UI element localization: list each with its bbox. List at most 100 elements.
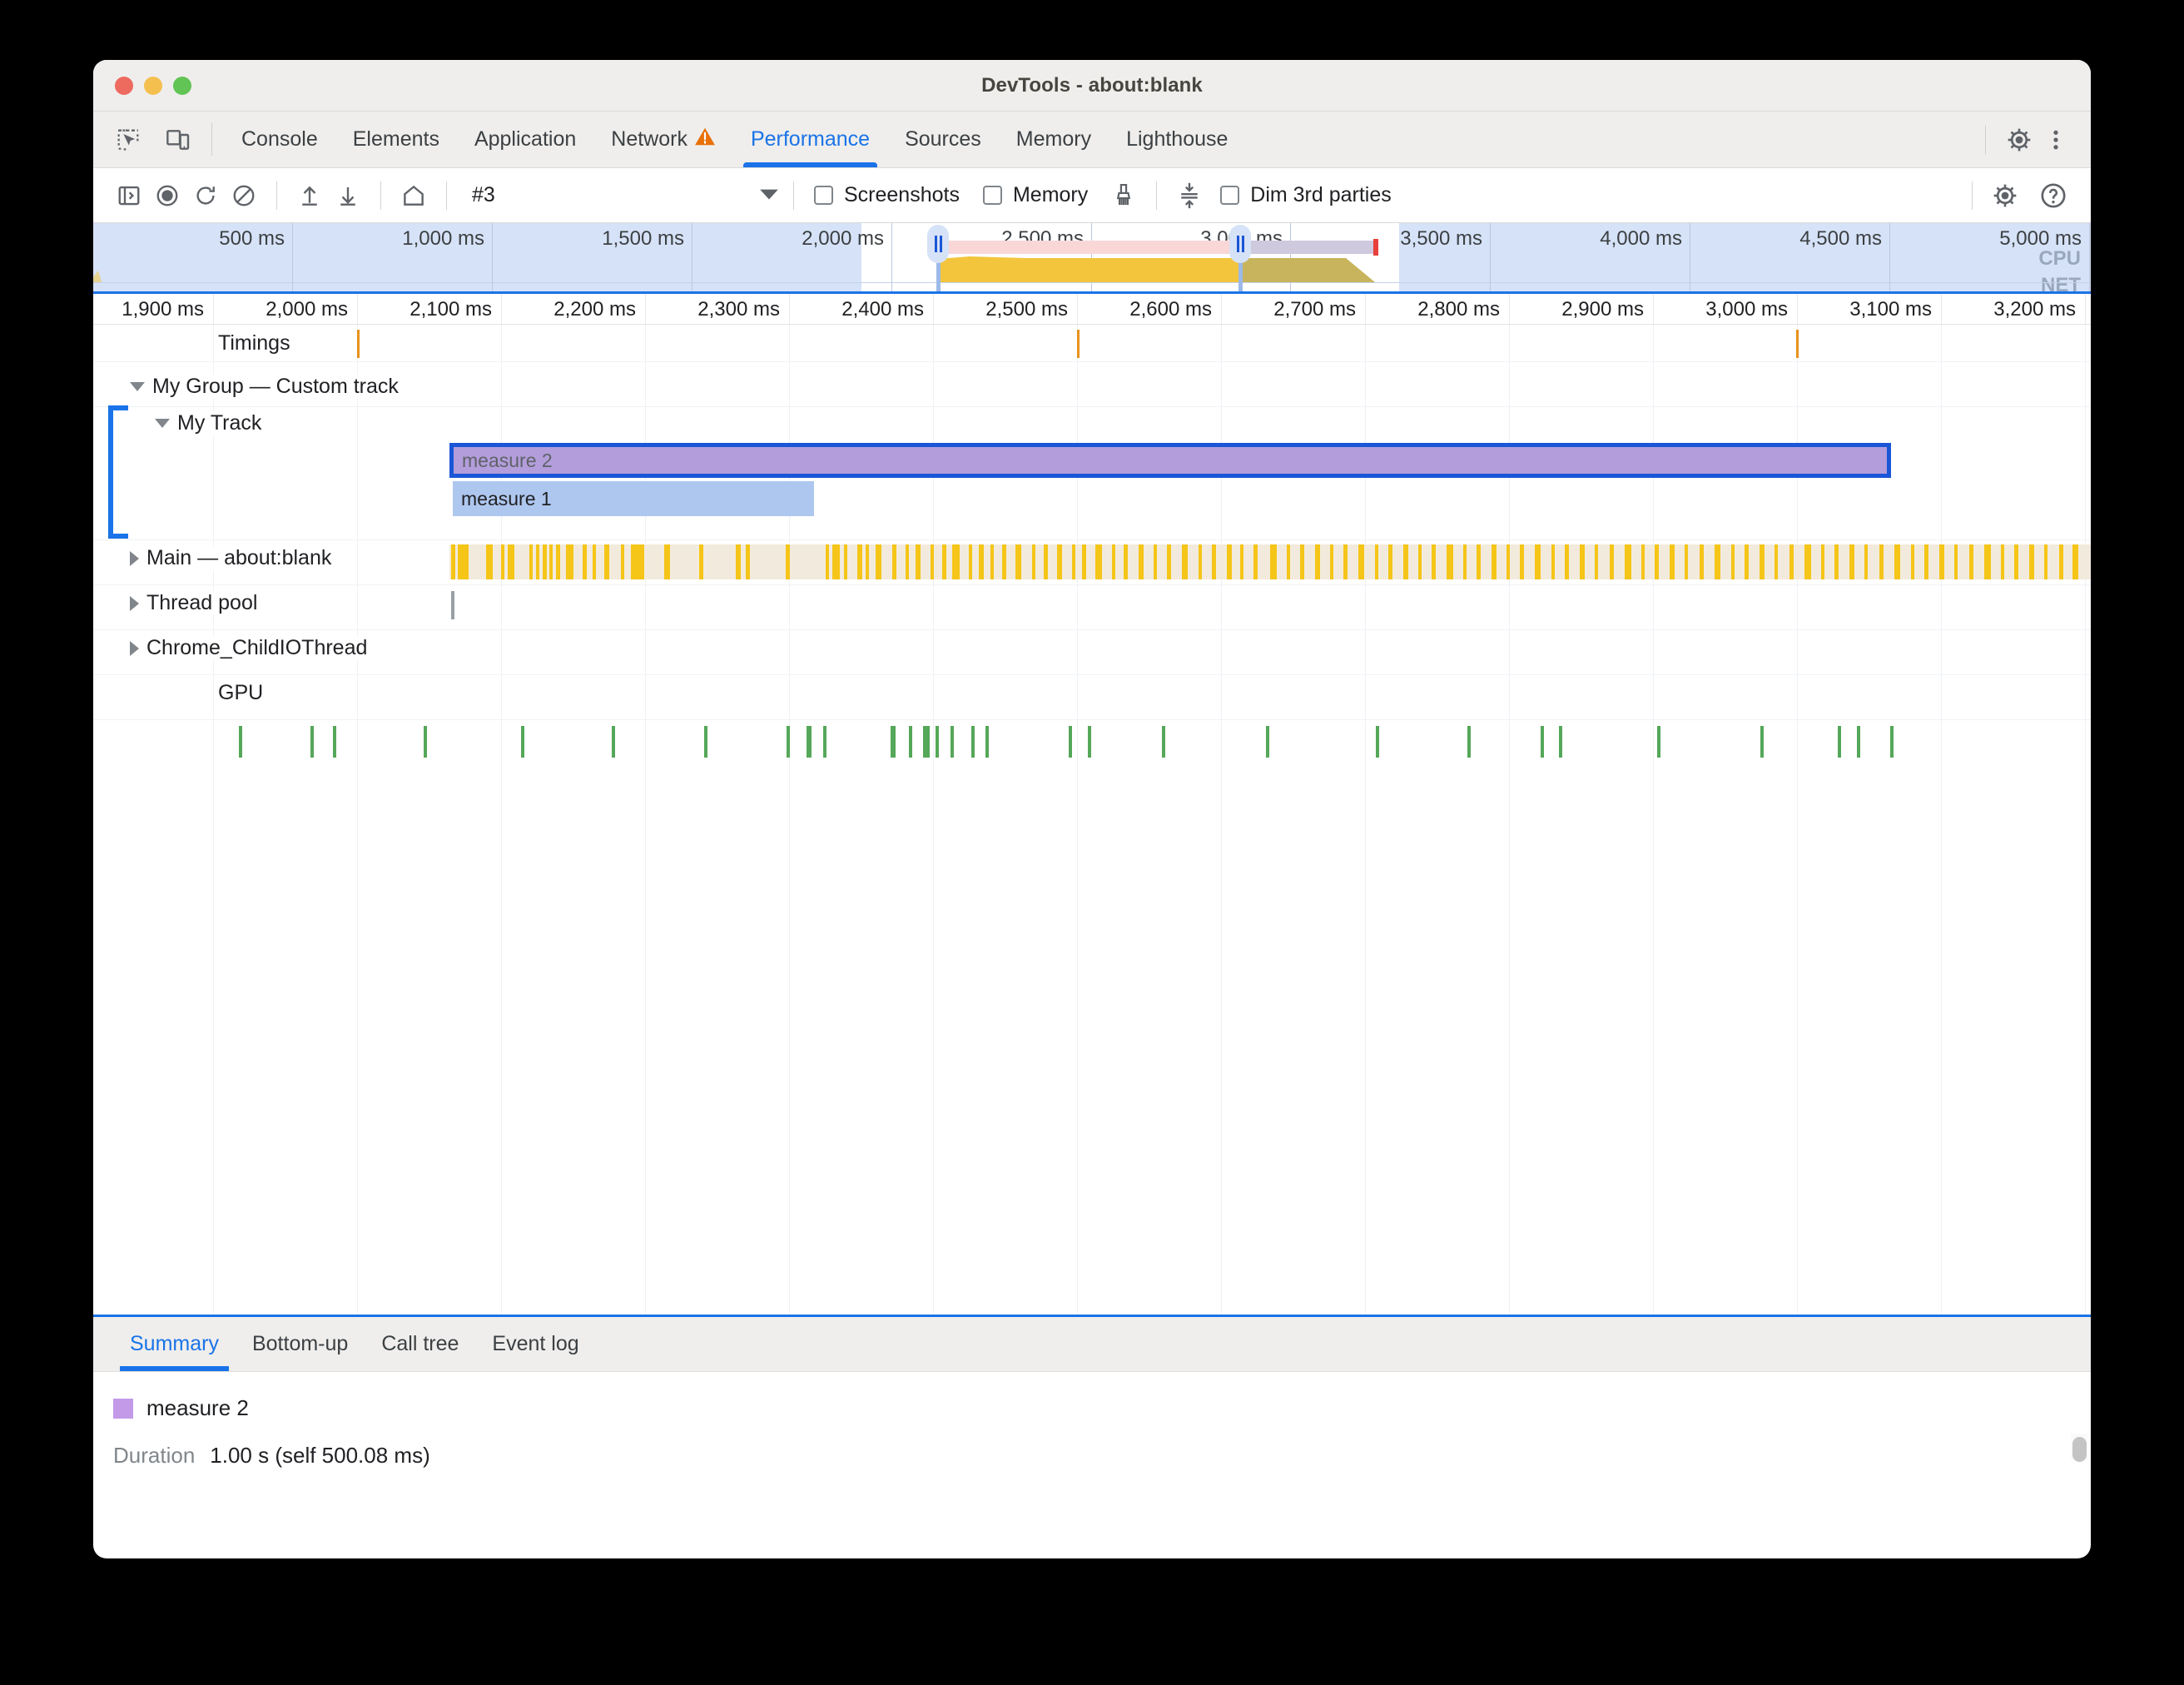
ruler-tick-label: 2,500 ms xyxy=(985,298,1068,321)
ruler-tick-label: 2,300 ms xyxy=(697,298,780,321)
flame-event-measure-1[interactable]: measure 1 xyxy=(453,481,814,516)
devtools-tabstrip: Console Elements Application Network Per… xyxy=(93,112,2091,168)
toggle-sidebar-icon[interactable] xyxy=(110,176,148,215)
help-icon[interactable] xyxy=(2034,176,2072,215)
track-name: My Group — Custom track xyxy=(152,375,399,398)
details-drawer: Summary Bottom-up Call tree Event log me… xyxy=(93,1315,2091,1503)
drawer-tab-call-tree[interactable]: Call tree xyxy=(365,1317,475,1371)
track-label-thread-pool[interactable]: Thread pool xyxy=(130,591,263,615)
minimize-window-button[interactable] xyxy=(144,76,162,95)
ruler-tick-label: 3,100 ms xyxy=(1849,298,1932,321)
checkbox-label: Memory xyxy=(1012,183,1089,206)
tab-list: Console Elements Application Network Per… xyxy=(224,112,1245,167)
tab-console[interactable]: Console xyxy=(224,112,335,167)
ruler-tick-label: 2,000 ms xyxy=(266,298,348,321)
event-color-swatch xyxy=(113,1398,133,1419)
tab-label: Sources xyxy=(905,127,981,151)
checkbox-box xyxy=(982,186,1002,205)
tabstrip-right-icons xyxy=(1985,112,2091,167)
tab-memory[interactable]: Memory xyxy=(999,112,1109,167)
overview-tick-label: 1,500 ms xyxy=(602,227,684,250)
inspect-element-icon[interactable] xyxy=(112,123,145,157)
track-name: GPU xyxy=(218,681,264,704)
overview-long-task-marker xyxy=(1373,239,1378,256)
tab-label: Application xyxy=(474,127,577,151)
tab-label: Lighthouse xyxy=(1126,127,1228,151)
toolbar-divider-6 xyxy=(1972,181,1973,210)
timings-marker[interactable] xyxy=(357,330,360,358)
flame-event-measure-2[interactable]: measure 2 xyxy=(449,443,1891,478)
timings-marker[interactable] xyxy=(1077,330,1080,358)
expand-collapse-icon[interactable] xyxy=(1170,176,1209,215)
overview-right-handle[interactable] xyxy=(1229,225,1251,263)
overview-gridline xyxy=(891,223,892,291)
track-label-my-group[interactable]: My Group — Custom track xyxy=(130,375,404,399)
more-vertical-icon[interactable] xyxy=(2039,123,2072,157)
drawer-tab-bottom-up[interactable]: Bottom-up xyxy=(236,1317,365,1371)
flame-chart[interactable]: Timings My Group — Custom track My Track… xyxy=(93,325,2091,1315)
clear-icon[interactable] xyxy=(225,176,263,215)
ruler-tick-label: 2,600 ms xyxy=(1129,298,1212,321)
track-label-chrome-childiothread[interactable]: Chrome_ChildIOThread xyxy=(130,636,373,660)
toolbar-divider-2 xyxy=(380,181,381,210)
memory-checkbox[interactable]: Memory xyxy=(982,183,1089,207)
drawer-scrollbar-thumb[interactable] xyxy=(2072,1437,2087,1462)
chevron-down-icon[interactable] xyxy=(130,382,145,391)
gpu-track-tasks[interactable] xyxy=(93,724,2091,759)
timings-marker[interactable] xyxy=(1796,330,1799,358)
screenshots-checkbox[interactable]: Screenshots xyxy=(814,183,960,207)
chevron-right-icon[interactable] xyxy=(130,595,139,611)
track-name: Main — about:blank xyxy=(146,546,332,569)
gear-icon[interactable] xyxy=(1986,176,2024,215)
track-label-timings[interactable]: Timings xyxy=(218,331,295,355)
home-icon[interactable] xyxy=(395,176,433,215)
overview-long-task-bar-dim xyxy=(1240,241,1373,254)
overview-tick-label: 3,500 ms xyxy=(1400,227,1482,250)
custom-track-group-bracket xyxy=(108,405,128,539)
reload-and-record-icon[interactable] xyxy=(186,176,225,215)
load-profile-icon[interactable] xyxy=(290,176,329,215)
tab-sources[interactable]: Sources xyxy=(887,112,999,167)
tab-network[interactable]: Network xyxy=(593,112,733,167)
tab-lighthouse[interactable]: Lighthouse xyxy=(1109,112,1245,167)
garbage-collect-icon[interactable] xyxy=(1104,176,1143,215)
overview-tick-label: 4,000 ms xyxy=(1600,227,1682,250)
main-track-tasks[interactable] xyxy=(449,544,2091,579)
overview-gridline xyxy=(492,223,493,291)
overview-tick-label: 2,000 ms xyxy=(802,227,884,250)
thread-pool-task[interactable] xyxy=(451,591,454,619)
maximize-window-button[interactable] xyxy=(173,76,191,95)
timeline-overview[interactable]: 500 ms 1,000 ms 1,500 ms 2,000 ms 2,500 … xyxy=(93,223,2091,291)
track-label-main[interactable]: Main — about:blank xyxy=(130,546,337,570)
gear-icon[interactable] xyxy=(2003,123,2036,157)
ruler-tick-label: 1,900 ms xyxy=(122,298,204,321)
tab-performance[interactable]: Performance xyxy=(733,112,887,167)
tab-elements[interactable]: Elements xyxy=(335,112,457,167)
tab-application[interactable]: Application xyxy=(457,112,593,167)
chevron-right-icon[interactable] xyxy=(130,550,139,566)
save-profile-icon[interactable] xyxy=(329,176,367,215)
ruler-tick-label: 2,100 ms xyxy=(410,298,492,321)
overview-cpu-chart xyxy=(93,256,1375,282)
drawer-tab-event-log[interactable]: Event log xyxy=(475,1317,595,1371)
timeline-ruler[interactable]: 1,900 ms 2,000 ms 2,100 ms 2,200 ms 2,30… xyxy=(93,291,2091,325)
track-label-gpu[interactable]: GPU xyxy=(218,681,269,705)
close-window-button[interactable] xyxy=(115,76,133,95)
chevron-down-icon[interactable] xyxy=(155,419,170,428)
profile-selector[interactable]: #3 xyxy=(472,183,780,207)
device-toolbar-icon[interactable] xyxy=(161,123,195,157)
track-label-my-track[interactable]: My Track xyxy=(155,411,267,435)
drawer-tab-label: Bottom-up xyxy=(251,1332,349,1355)
overview-gridline xyxy=(1091,223,1092,291)
record-icon[interactable] xyxy=(148,176,186,215)
chevron-down-icon xyxy=(758,186,780,205)
summary-event-name: measure 2 xyxy=(146,1395,249,1420)
overview-left-handle[interactable] xyxy=(927,225,949,263)
dim-third-parties-checkbox[interactable]: Dim 3rd parties xyxy=(1220,183,1392,207)
tabstrip-divider xyxy=(211,123,212,156)
track-name: Timings xyxy=(218,331,290,355)
drawer-tab-summary[interactable]: Summary xyxy=(113,1317,236,1371)
track-name: My Track xyxy=(177,411,262,435)
traffic-lights xyxy=(115,76,191,95)
chevron-right-icon[interactable] xyxy=(130,640,139,656)
